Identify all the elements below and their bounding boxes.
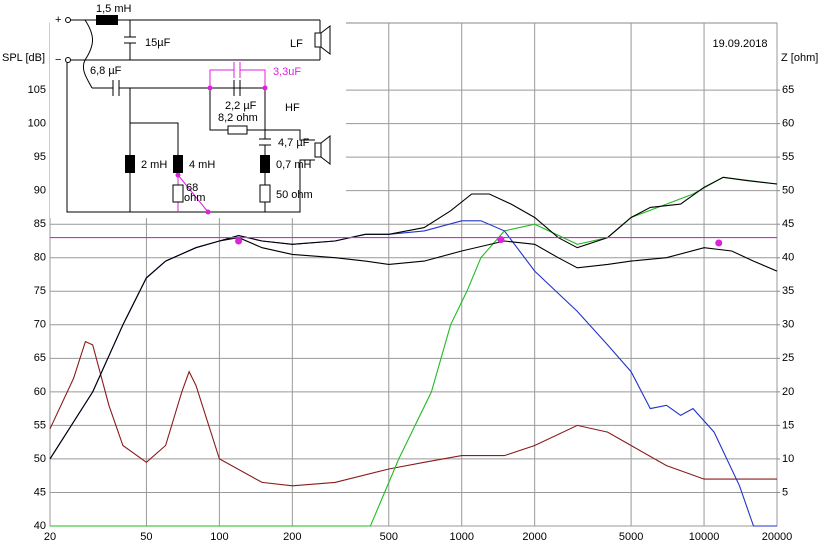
circuit-inset: + − 1,5 mH 15µF LF 6,8 µF 3,3uF HF 2,2 µF8,2 o… (50, 0, 346, 218)
y2-tick-label: 40 (782, 252, 794, 264)
circuit-label: 68 (186, 182, 198, 194)
x-tick-label: 20000 (762, 531, 793, 543)
circuit-label: ohm (184, 192, 205, 204)
y2-tick-label: 20 (782, 386, 794, 398)
marker (235, 237, 243, 245)
y2-tick-label: 30 (782, 319, 794, 331)
marker (715, 239, 723, 247)
y-tick-label: 65 (34, 352, 46, 364)
inset-background (50, 0, 346, 218)
x-tick-label: 100 (210, 531, 228, 543)
y2-tick-label: 45 (782, 218, 794, 230)
x-tick-label: 5000 (619, 531, 643, 543)
y-tick-label: 105 (28, 84, 46, 96)
y2-tick-label: 15 (782, 419, 794, 431)
x-tick-label: 500 (380, 531, 398, 543)
y2-tick-label: 10 (782, 453, 794, 465)
y-tick-label: 90 (34, 185, 46, 197)
x-tick-label: 20 (44, 531, 56, 543)
y2-tick-label: 55 (782, 151, 794, 163)
y-tick-label: 70 (34, 319, 46, 331)
modification-nodes (175, 85, 268, 215)
y2-tick-label: 35 (782, 285, 794, 297)
marker (497, 236, 505, 244)
y2-tick-label: 50 (782, 185, 794, 197)
x-tick-label: 200 (283, 531, 301, 543)
minus-label: − (55, 54, 61, 66)
y-axis-label: SPL [dB] (2, 52, 45, 64)
circuit-label: 3,3uF (273, 66, 301, 78)
series-line (49, 340, 777, 487)
y-tick-label: 75 (34, 285, 46, 297)
circuit-label: 2 mH (141, 159, 167, 171)
circuit-label: 8,2 ohm (218, 112, 258, 124)
circuit-label: 1,5 mH (96, 3, 132, 15)
y-tick-label: 40 (34, 520, 46, 532)
wires (66, 19, 321, 213)
modification-wires (177, 62, 266, 213)
y-tick-label: 45 (34, 486, 46, 498)
circuit-label: 6,8 µF (90, 65, 122, 77)
y-tick-label: 60 (34, 386, 46, 398)
y2-tick-label: 60 (782, 118, 794, 130)
plus-label: + (55, 14, 61, 26)
circuit-label: 50 ohm (276, 189, 313, 201)
circuit-label: 15µF (145, 37, 171, 49)
x-tick-label: 2000 (522, 531, 546, 543)
circuit-label: HF (285, 102, 300, 114)
date: 19.09.2018 (712, 38, 767, 50)
circuit-label: 4,7 µF (278, 137, 310, 149)
series-line (219, 237, 778, 272)
y2-axis-label: Z [ohm] (781, 52, 818, 64)
y-tick-label: 85 (34, 218, 46, 230)
y-tick-label: 100 (28, 118, 46, 130)
series-line (49, 176, 778, 460)
y2-tick-label: 5 (782, 486, 788, 498)
y-tick-label: 80 (34, 252, 46, 264)
y2-tick-label: 25 (782, 352, 794, 364)
circuit-label: 0,7 mH (276, 159, 312, 171)
circuit-label: 4 mH (189, 159, 215, 171)
y-tick-label: 50 (34, 453, 46, 465)
y2-tick-label: 65 (782, 84, 794, 96)
y-tick-label: 55 (34, 419, 46, 431)
series-line (50, 176, 778, 527)
circuit-label: 2,2 µF (225, 100, 257, 112)
circuit-label: LF (290, 38, 303, 50)
x-tick-label: 10000 (689, 531, 720, 543)
x-tick-label: 50 (140, 531, 152, 543)
x-tick-label: 1000 (449, 531, 473, 543)
y-tick-label: 95 (34, 151, 46, 163)
components (65, 15, 331, 203)
